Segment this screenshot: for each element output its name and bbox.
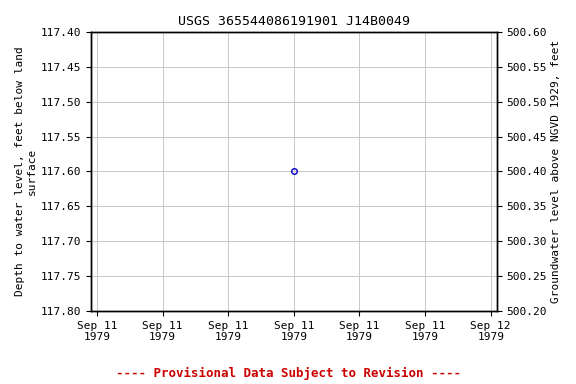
Title: USGS 365544086191901 J14B0049: USGS 365544086191901 J14B0049: [178, 15, 410, 28]
Text: ---- Provisional Data Subject to Revision ----: ---- Provisional Data Subject to Revisio…: [116, 367, 460, 380]
Y-axis label: Depth to water level, feet below land
surface: Depth to water level, feet below land su…: [15, 46, 37, 296]
Y-axis label: Groundwater level above NGVD 1929, feet: Groundwater level above NGVD 1929, feet: [551, 40, 561, 303]
